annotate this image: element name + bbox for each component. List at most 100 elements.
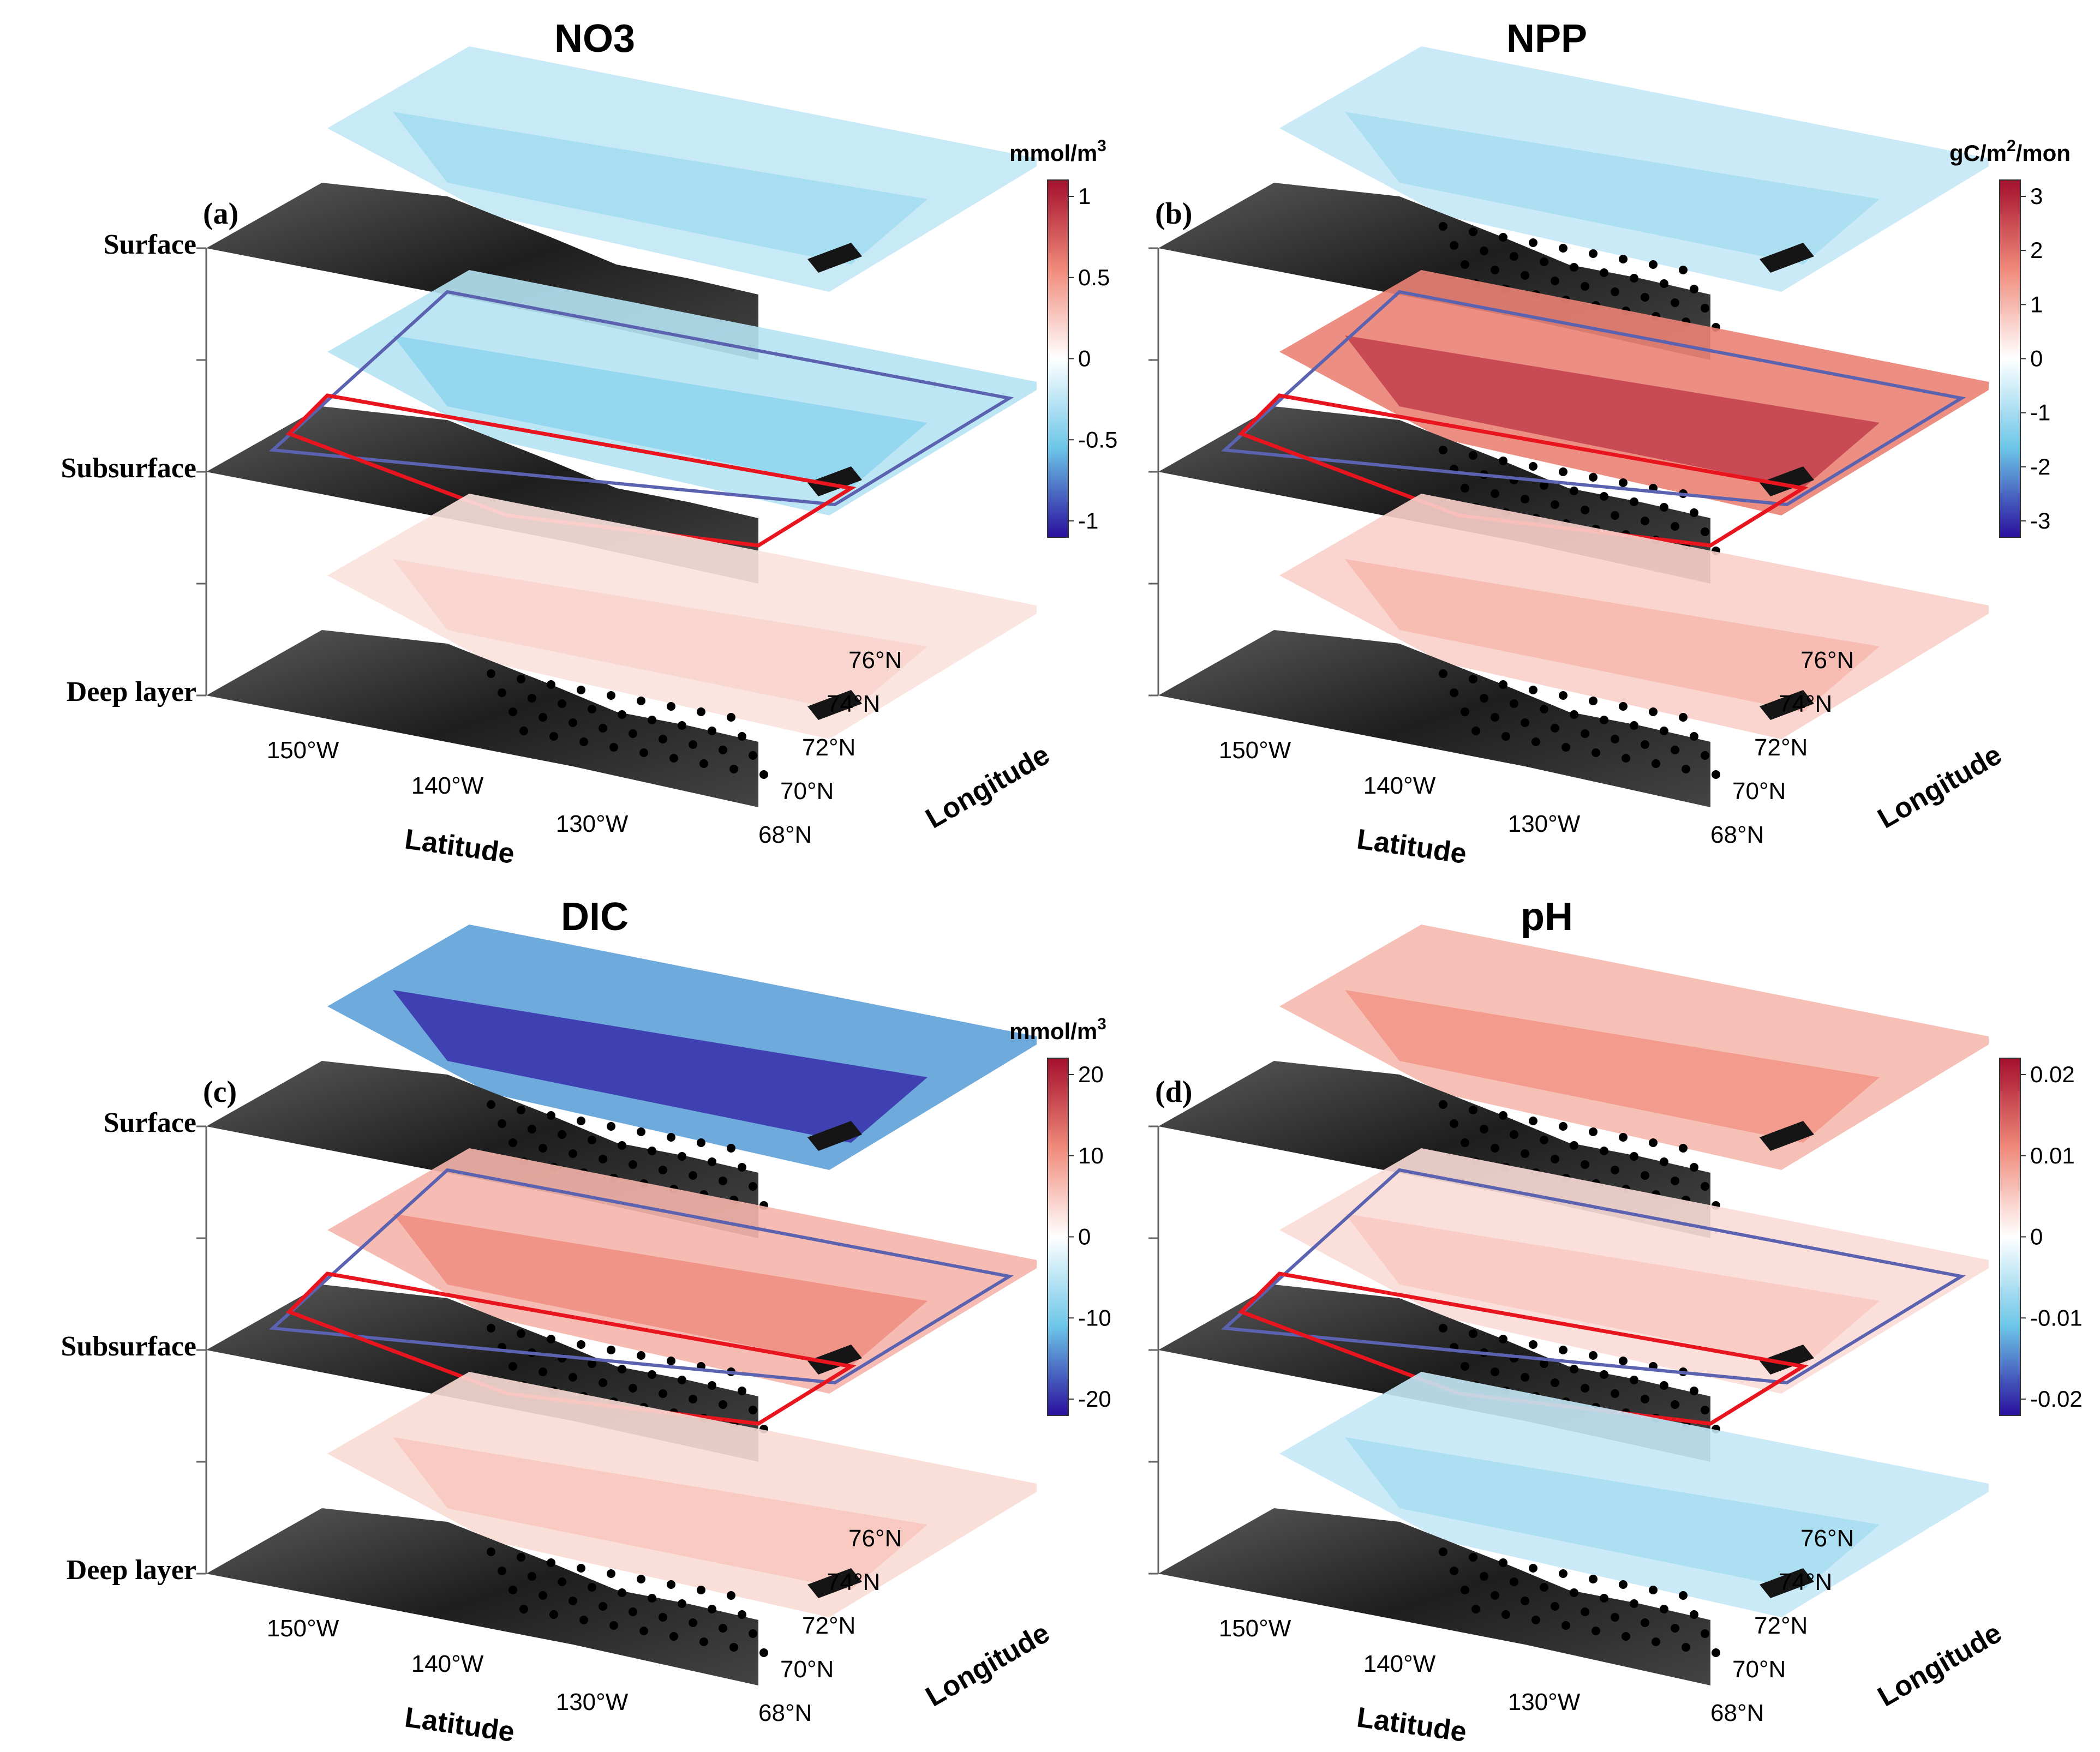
significance-dot xyxy=(1600,1370,1608,1379)
panel-title: NPP xyxy=(1506,17,1587,61)
significance-dot xyxy=(1660,727,1668,735)
significance-dot xyxy=(1592,1627,1600,1635)
significance-dot xyxy=(1679,1591,1688,1600)
significance-dot xyxy=(1600,1594,1608,1603)
significance-dot xyxy=(1551,1378,1559,1387)
significance-dot xyxy=(689,740,697,749)
significance-dot xyxy=(699,1637,708,1646)
lon-tick-label: 150°W xyxy=(267,737,339,764)
significance-dot xyxy=(1529,686,1537,694)
significance-dot xyxy=(577,1340,585,1349)
lon-tick-label: 140°W xyxy=(1363,772,1436,799)
significance-dot xyxy=(569,718,577,727)
colorbar-tick-label: 0 xyxy=(2030,1224,2043,1250)
significance-dot xyxy=(1611,735,1619,743)
significance-dot xyxy=(1641,1395,1649,1403)
colorbar-tick-label: 0.5 xyxy=(1078,265,1110,290)
significance-dot xyxy=(1671,1177,1679,1185)
significance-dot xyxy=(1491,713,1499,722)
land-terrain xyxy=(1158,630,1710,807)
significance-dot xyxy=(539,713,547,722)
significance-dot xyxy=(1600,1147,1608,1155)
significance-dot xyxy=(749,1182,757,1191)
significance-dot xyxy=(1600,716,1608,724)
significance-dot xyxy=(697,707,705,716)
layer-deep-layer xyxy=(1158,494,1989,807)
colorbar-tick-label: 10 xyxy=(1078,1143,1104,1168)
significance-dot xyxy=(689,1171,697,1180)
significance-dot xyxy=(1630,1152,1638,1161)
significance-dot xyxy=(1589,1351,1598,1360)
significance-dot xyxy=(1622,1632,1630,1641)
significance-dot xyxy=(629,1160,637,1169)
panel-no3: NO3 (a)Surface Subsurface Deep layer 150°W 14… xyxy=(61,17,1118,870)
colorbar-bar xyxy=(1047,179,1069,538)
colorbar-tick-label: -1 xyxy=(1078,508,1098,533)
significance-dot xyxy=(1671,1400,1679,1409)
panel-dic: DIC (c)Surface Subsurface Deep layer 150°W 14… xyxy=(61,895,1111,1748)
significance-dot xyxy=(1499,233,1507,242)
significance-dot xyxy=(1712,770,1720,779)
island-shape xyxy=(1760,243,1814,273)
significance-dot xyxy=(487,1547,495,1556)
significance-dot xyxy=(528,1572,536,1581)
significance-dot xyxy=(1501,1610,1510,1619)
colorbar-tick-label: 2 xyxy=(2030,237,2043,263)
significance-dot xyxy=(607,1122,615,1131)
significance-dot xyxy=(667,1580,675,1589)
island-shape xyxy=(807,466,862,496)
significance-dot xyxy=(1690,1610,1698,1619)
significance-dot xyxy=(659,1613,667,1622)
significance-dot xyxy=(599,1155,607,1163)
significance-dot xyxy=(599,1378,607,1387)
significance-dot xyxy=(1611,287,1619,296)
significance-dot xyxy=(498,1567,506,1575)
significance-dot xyxy=(1499,457,1507,465)
significance-dot xyxy=(697,1138,705,1147)
significance-dot xyxy=(1501,732,1510,741)
significance-dot xyxy=(1660,1605,1668,1613)
significance-dot xyxy=(618,1141,626,1150)
significance-dot xyxy=(749,751,757,760)
significance-dot xyxy=(1570,487,1578,495)
significance-dot xyxy=(637,1351,645,1360)
significance-dot xyxy=(1529,1340,1537,1349)
lat-tick-label: 68°N xyxy=(1710,1700,1764,1726)
lat-tick-label: 68°N xyxy=(758,1700,812,1726)
colorbar-tick-label: 1 xyxy=(2030,291,2043,317)
colorbar-tick-label: 0 xyxy=(1078,346,1091,371)
significance-dot xyxy=(1551,277,1559,285)
significance-dot xyxy=(1712,1648,1720,1657)
significance-dot xyxy=(1439,669,1447,678)
layer-label: Deep layer xyxy=(67,1555,196,1586)
significance-dot xyxy=(708,1381,716,1390)
colorbar: 0.02 0.01 0 -0.01 -0.02 xyxy=(1999,1058,2083,1416)
significance-dot xyxy=(1611,1389,1619,1398)
panel-letter: (d) xyxy=(1155,1075,1192,1109)
latitude-axis-label: Latitude xyxy=(1355,823,1468,870)
unit-superscript: 3 xyxy=(1097,137,1106,155)
colorbar-bar xyxy=(1999,179,2021,538)
significance-dot xyxy=(1540,1136,1548,1144)
significance-dot xyxy=(1641,1618,1649,1627)
significance-dot xyxy=(1499,1558,1507,1567)
significance-dot xyxy=(1521,495,1529,503)
significance-dot xyxy=(1559,1346,1567,1354)
significance-dot xyxy=(727,1591,735,1600)
significance-dot xyxy=(517,1106,525,1114)
significance-dot xyxy=(1619,255,1628,263)
ocean-field-core xyxy=(1345,112,1880,265)
island-shape xyxy=(807,243,862,273)
significance-dot xyxy=(1529,462,1537,471)
lat-tick-label: 74°N xyxy=(1779,691,1832,717)
colorbar-tick-label: -0.5 xyxy=(1078,427,1117,452)
significance-dot xyxy=(1480,247,1488,255)
significance-dot xyxy=(618,710,626,719)
significance-dot xyxy=(1619,1133,1628,1142)
significance-dot xyxy=(547,1558,555,1567)
lat-tick-label: 68°N xyxy=(1710,821,1764,848)
significance-dot xyxy=(629,1607,637,1616)
lat-tick-label: 76°N xyxy=(848,1525,902,1552)
colorbar-tick-label: 0.01 xyxy=(2030,1143,2075,1168)
